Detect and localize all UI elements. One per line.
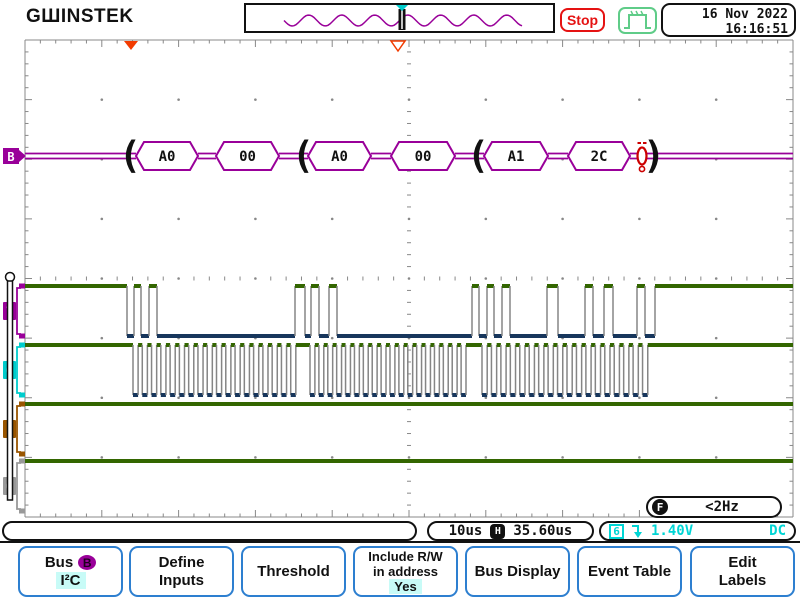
bus-packet-value: 00	[239, 149, 256, 165]
channel-6-waveform	[19, 342, 793, 398]
event-table-label: Event Table	[587, 562, 672, 580]
bus-protocol-value: I²C	[55, 571, 86, 589]
waveform-preview-bar[interactable]	[244, 3, 555, 33]
preview-cursor-marker	[396, 5, 408, 11]
start-condition-symbol: (	[119, 134, 141, 177]
bus-label: Bus	[44, 553, 74, 571]
menu-button-bus[interactable]: Bus B I²C	[18, 546, 123, 597]
bus-decode-waveform: ( A0 00 ( A0 00 ( A1 2C)	[25, 134, 793, 177]
include-rw-value: Yes	[389, 579, 422, 594]
horizontal-icon: H	[490, 523, 506, 539]
horizontal-status-box[interactable]: 10us H 35.60us	[427, 521, 594, 541]
pulse-trigger-icon	[624, 10, 651, 29]
menu-button-define-inputs[interactable]: Define Inputs	[129, 546, 234, 597]
trigger-coupling-value: DC	[769, 523, 786, 539]
menu-button-bus-display[interactable]: Bus Display	[465, 546, 570, 597]
bus-b-badge: B	[78, 555, 97, 570]
frequency-value: <2Hz	[705, 499, 739, 515]
memory-position-marker[interactable]	[124, 41, 138, 50]
bus-packet[interactable]	[482, 141, 550, 171]
start-condition-symbol: (	[292, 134, 314, 177]
bus-packet-value: A0	[159, 149, 176, 165]
menu-button-threshold[interactable]: Threshold	[241, 546, 346, 597]
date-text: 16 Nov 2022	[701, 7, 788, 22]
channel-0-waveform	[19, 458, 793, 514]
time-text: 16:16:51	[725, 22, 788, 37]
bus-packet-value: 00	[415, 149, 432, 165]
bus-label-badge[interactable]: B	[3, 148, 26, 164]
bus-packet-value: 2C	[591, 149, 608, 165]
trigger-status-box[interactable]: 6 1.40V DC	[599, 521, 796, 541]
channel-7-waveform	[19, 283, 793, 339]
status-message-box	[2, 521, 417, 541]
bus-packet-value: A1	[508, 149, 525, 165]
graticule	[24, 39, 794, 518]
bus-packet-value: A0	[331, 149, 348, 165]
channel-1-waveform	[19, 401, 793, 457]
stop-condition-symbol: )	[643, 134, 665, 177]
define-inputs-line2: Inputs	[159, 571, 204, 589]
bus-display-label: Bus Display	[474, 562, 561, 580]
bus-packet[interactable]	[214, 141, 281, 171]
menu-button-event-table[interactable]: Event Table	[577, 546, 682, 597]
frequency-readout: F <2Hz	[646, 496, 782, 518]
top-markers	[124, 40, 407, 53]
frequency-icon: F	[652, 499, 668, 515]
trigger-level-value: 1.40V	[651, 523, 694, 539]
define-inputs-line1: Define	[158, 553, 205, 571]
bus-packet[interactable]	[134, 141, 200, 171]
digital-group-indicator[interactable]	[4, 271, 16, 501]
trigger-source-badge: 6	[609, 523, 624, 539]
menu-button-edit-labels[interactable]: Edit Labels	[690, 546, 795, 597]
menu-divider	[0, 541, 800, 543]
svg-text:B: B	[7, 150, 14, 164]
bus-packet[interactable]	[566, 141, 632, 171]
bus-packet[interactable]	[306, 141, 373, 171]
trigger-type-indicator[interactable]	[618, 7, 657, 34]
edit-labels-line2: Labels	[718, 571, 767, 589]
datetime-display: 16 Nov 2022 16:16:51	[661, 3, 796, 37]
include-rw-line2: in address	[372, 564, 439, 579]
timebase-value: 10us	[448, 523, 483, 539]
bus-packet[interactable]	[389, 141, 457, 171]
preview-waveform	[283, 5, 523, 30]
falling-edge-icon	[632, 524, 642, 538]
menu-button-include-rw[interactable]: Include R/W in address Yes	[353, 546, 458, 597]
horizontal-position-value: 35.60us	[513, 523, 573, 539]
trigger-position-marker[interactable]	[389, 40, 407, 53]
gwinstek-logo: GШINSTEK	[26, 6, 134, 27]
bus-button-line: Bus B	[44, 553, 97, 572]
nack-symbol	[636, 142, 648, 173]
threshold-label: Threshold	[257, 562, 330, 580]
stop-label: Stop	[566, 12, 599, 28]
start-condition-symbol: (	[467, 134, 489, 177]
edit-labels-line1: Edit	[728, 553, 757, 571]
acquisition-stop-indicator[interactable]: Stop	[560, 8, 605, 32]
include-rw-line1: Include R/W	[368, 549, 443, 564]
